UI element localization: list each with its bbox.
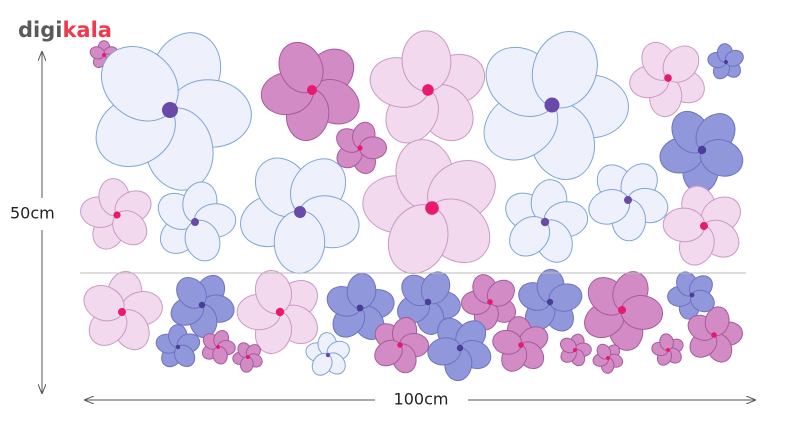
- flower: [629, 41, 705, 118]
- flower: [232, 342, 263, 373]
- flower-center: [456, 344, 464, 352]
- flower-center: [356, 304, 364, 312]
- flower-center: [422, 84, 434, 96]
- flower: [483, 31, 629, 181]
- flower: [260, 41, 360, 141]
- flower-center: [216, 345, 220, 349]
- flower: [427, 317, 492, 382]
- width-label: 100cm: [394, 390, 449, 409]
- height-label: 50cm: [10, 204, 55, 223]
- flower-center: [711, 332, 717, 338]
- flower-center: [162, 102, 178, 118]
- flower: [518, 268, 583, 332]
- flower: [80, 178, 152, 250]
- flower-center: [275, 307, 285, 317]
- flower-center: [294, 206, 306, 218]
- flower: [651, 333, 684, 366]
- flower-center: [724, 60, 728, 64]
- flower: [326, 272, 395, 340]
- flower-center: [191, 218, 199, 226]
- flower: [240, 157, 360, 274]
- flower: [362, 139, 496, 274]
- flower: [170, 274, 235, 339]
- flower-center: [325, 352, 331, 358]
- flower-center: [487, 299, 493, 305]
- flower-center: [664, 74, 672, 82]
- flower: [505, 179, 589, 263]
- flower-center: [606, 356, 610, 360]
- flower-center: [540, 217, 550, 227]
- flower: [157, 181, 237, 262]
- flower-center: [307, 85, 317, 95]
- petal: [273, 210, 326, 274]
- flower: [560, 333, 592, 367]
- logo-suffix: kala: [62, 18, 112, 42]
- flower: [374, 316, 430, 374]
- flower-center: [102, 53, 106, 57]
- logo-prefix: digi: [18, 18, 62, 42]
- flower-decals: [80, 30, 744, 382]
- flower: [707, 43, 744, 80]
- flower: [592, 343, 624, 374]
- flower-center: [425, 201, 439, 215]
- flower-center: [198, 301, 206, 309]
- flower: [236, 270, 318, 354]
- flower-center: [624, 196, 632, 204]
- flower: [83, 270, 163, 351]
- flower: [369, 30, 486, 144]
- flower: [584, 271, 664, 351]
- flower-center: [618, 306, 626, 314]
- petal: [358, 136, 388, 160]
- flower-center: [697, 145, 707, 155]
- flower: [588, 163, 669, 242]
- flower: [201, 329, 236, 365]
- flower-center: [518, 342, 524, 348]
- flower: [492, 316, 549, 372]
- flower-center: [546, 298, 554, 306]
- flower-center: [573, 348, 577, 352]
- flower: [155, 324, 201, 368]
- flower-center: [175, 344, 181, 350]
- flower-center: [113, 211, 121, 219]
- flower: [659, 110, 744, 194]
- flower-center: [397, 342, 403, 348]
- flower-center: [118, 308, 126, 316]
- flower: [95, 32, 252, 191]
- flower: [687, 306, 743, 363]
- flower-center: [424, 298, 432, 306]
- flower: [397, 271, 461, 335]
- flower: [667, 271, 715, 320]
- flower-center: [689, 292, 695, 298]
- flower-center: [700, 222, 708, 230]
- flower: [460, 274, 517, 331]
- flower-center: [544, 97, 560, 113]
- flower-center: [357, 145, 363, 151]
- flower: [336, 121, 388, 175]
- logo: digikala: [18, 18, 112, 42]
- flower-center: [666, 348, 670, 352]
- flower: [662, 185, 741, 266]
- flower-center: [246, 355, 250, 359]
- flower: [305, 332, 350, 376]
